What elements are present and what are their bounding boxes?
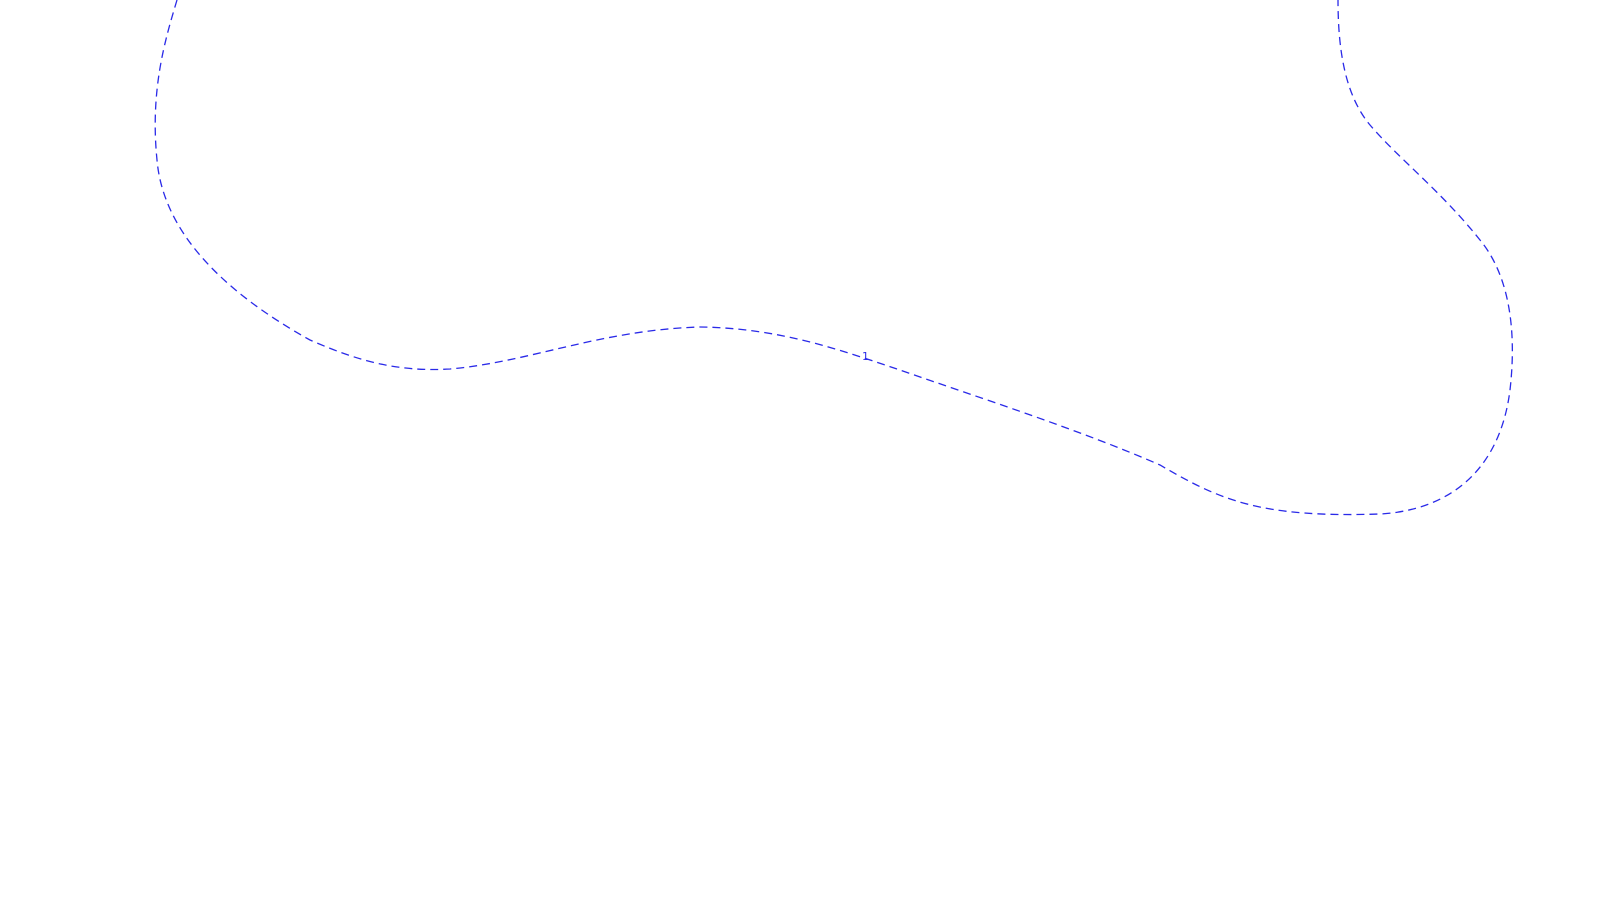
dashed-contour-line: [154, 0, 1513, 516]
contour-level-label: 1: [862, 350, 869, 363]
